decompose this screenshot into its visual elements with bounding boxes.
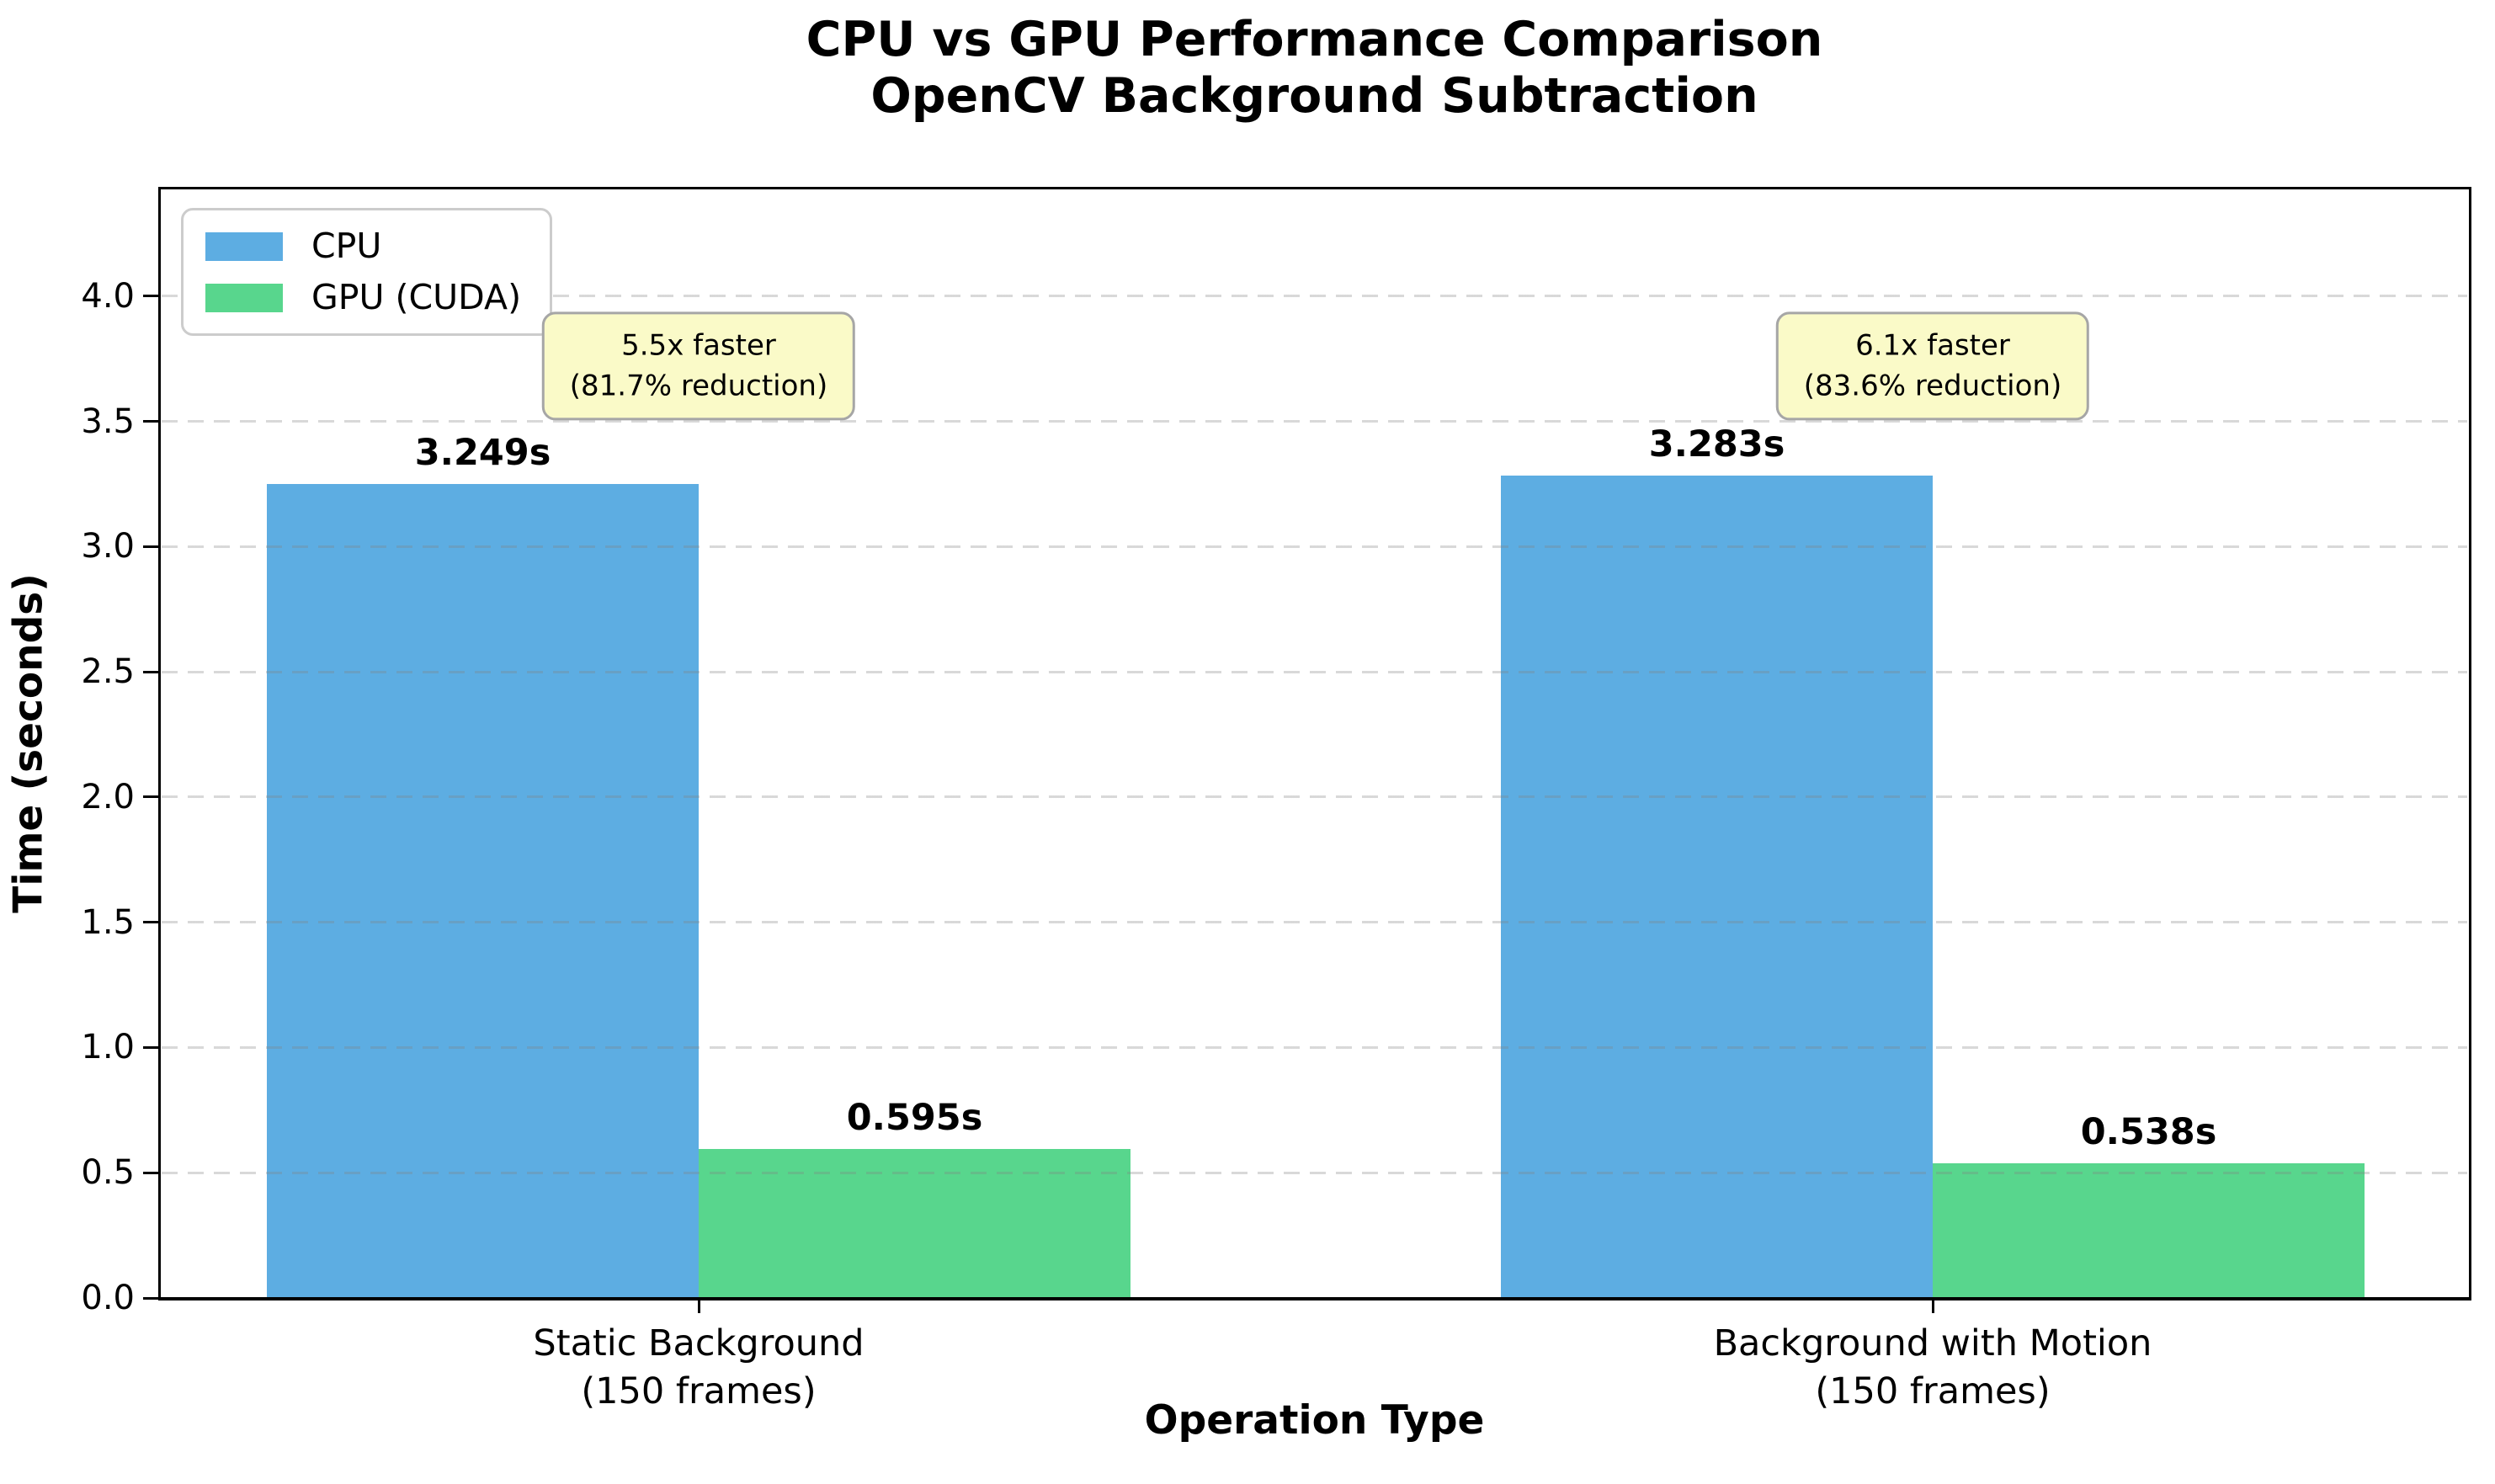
y-tick-mark-0.5 (143, 1171, 158, 1174)
legend: CPU GPU (CUDA) (181, 208, 553, 336)
legend-label-cpu: CPU (311, 226, 382, 266)
legend-entry-gpu: GPU (CUDA) (205, 280, 521, 315)
x-tick-label-static-line1: Static Background (533, 1322, 864, 1364)
gridline-y-0.5 (162, 1171, 2467, 1174)
legend-entry-cpu: CPU (205, 229, 521, 263)
y-axis-label: Time (seconds) (5, 573, 52, 913)
gridline-y-2.5 (162, 670, 2467, 673)
y-tick-label-3.5: 3.5 (81, 402, 135, 441)
bar-value-label-gpu-1: 0.538s (2080, 1110, 2217, 1153)
x-tick-mark-0 (697, 1300, 700, 1313)
speedup-annotation-motion-line1: 6.1x faster (1855, 328, 2010, 363)
bar-gpu-1 (1933, 1162, 2365, 1298)
x-tick-label-static-line2: (150 frames) (581, 1370, 817, 1412)
y-tick-label-1.0: 1.0 (81, 1028, 135, 1067)
y-tick-mark-3.0 (143, 545, 158, 548)
speedup-annotation-static-line1: 5.5x faster (621, 328, 776, 363)
legend-label-gpu: GPU (CUDA) (311, 277, 522, 317)
y-tick-label-2.5: 2.5 (81, 652, 135, 692)
chart-title-line2: OpenCV Background Subtraction (870, 68, 1758, 125)
speedup-annotation-static-line2: (81.7% reduction) (569, 369, 828, 403)
y-tick-mark-1.5 (143, 921, 158, 924)
bar-value-label-cpu-0: 3.249s (414, 432, 551, 475)
y-tick-label-0.5: 0.5 (81, 1153, 135, 1193)
chart-title-line1: CPU vs GPU Performance Comparison (806, 12, 1823, 67)
y-tick-label-3.0: 3.0 (81, 527, 135, 566)
x-tick-mark-1 (1931, 1300, 1934, 1313)
y-tick-label-0.0: 0.0 (81, 1279, 135, 1317)
x-axis-label: Operation Type (1144, 1397, 1485, 1444)
y-tick-mark-4.0 (143, 295, 158, 298)
x-tick-label-background-motion: Background with Motion (150 frames) (1714, 1320, 2152, 1416)
speedup-annotation-static: 5.5x faster (81.7% reduction) (541, 311, 856, 421)
bar-cpu-1 (1501, 476, 1933, 1298)
legend-swatch-gpu (205, 283, 283, 312)
y-tick-label-1.5: 1.5 (81, 902, 135, 942)
y-tick-mark-0.0 (143, 1296, 158, 1300)
gridline-y-1.5 (162, 921, 2467, 924)
y-tick-mark-2.5 (143, 670, 158, 673)
chart-title: CPU vs GPU Performance Comparison OpenCV… (160, 12, 2469, 125)
gridline-y-2.0 (162, 795, 2467, 799)
y-tick-mark-3.5 (143, 420, 158, 423)
gridline-y-3.5 (162, 420, 2467, 423)
x-tick-label-static-background: Static Background (150 frames) (533, 1320, 864, 1416)
y-tick-mark-2.0 (143, 795, 158, 799)
bar-cpu-0 (267, 484, 699, 1298)
speedup-annotation-motion-line2: (83.6% reduction) (1803, 369, 2062, 403)
gridline-y-1.0 (162, 1045, 2467, 1049)
x-tick-label-motion-line2: (150 frames) (1815, 1370, 2051, 1412)
gridline-y-4.0 (162, 295, 2467, 298)
y-tick-label-2.0: 2.0 (81, 777, 135, 816)
gridline-y-3.0 (162, 545, 2467, 548)
bar-value-label-gpu-0: 0.595s (846, 1096, 983, 1139)
legend-swatch-cpu (205, 231, 283, 261)
bar-value-label-cpu-1: 3.283s (1648, 423, 1785, 466)
speedup-annotation-motion: 6.1x faster (83.6% reduction) (1775, 311, 2090, 421)
x-tick-label-motion-line1: Background with Motion (1713, 1322, 2152, 1364)
bar-gpu-0 (699, 1148, 1130, 1298)
y-tick-label-4.0: 4.0 (81, 276, 135, 316)
y-tick-mark-1.0 (143, 1045, 158, 1049)
